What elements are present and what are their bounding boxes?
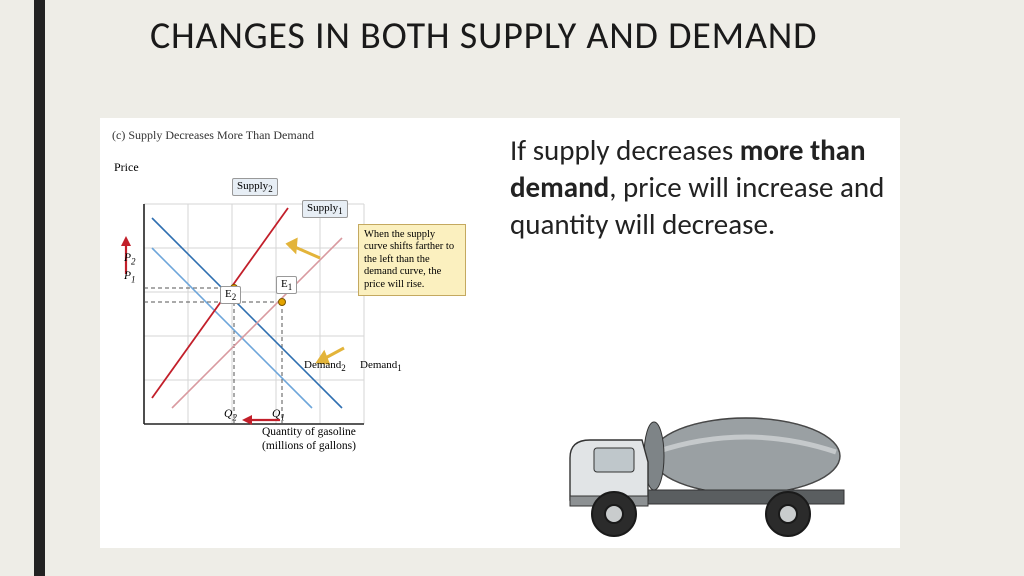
- supply2-label: Supply2: [232, 178, 278, 196]
- tanker-truck-icon: [556, 404, 856, 544]
- tick-q1: Q1: [272, 408, 285, 422]
- E2-label: E2: [220, 286, 241, 304]
- E1-label: E1: [276, 276, 297, 294]
- explanation-paragraph: If supply decreases more than demand, pr…: [510, 132, 890, 243]
- tick-p2: P2: [124, 252, 136, 266]
- supply1-label: Supply1: [302, 200, 348, 218]
- supply-demand-chart: (c) Supply Decreases More Than Demand Pr…: [112, 128, 492, 528]
- x-axis-label: Quantity of gasoline (millions of gallon…: [262, 426, 382, 454]
- tick-q2: Q2: [224, 408, 237, 422]
- E1-marker: [279, 299, 286, 306]
- tick-p1: P1: [124, 270, 136, 284]
- chart-svg: [112, 148, 472, 448]
- demand2-label: Demand2: [300, 358, 350, 374]
- slide-accent-bar: [34, 0, 45, 576]
- slide-title: CHANGES IN BOTH SUPPLY AND DEMAND: [150, 14, 870, 59]
- body-pre: If supply decreases: [510, 132, 740, 168]
- demand1-label: Demand1: [356, 358, 406, 374]
- chart-callout: When the supply curve shifts farther to …: [358, 224, 466, 296]
- chart-caption: (c) Supply Decreases More Than Demand: [112, 128, 492, 143]
